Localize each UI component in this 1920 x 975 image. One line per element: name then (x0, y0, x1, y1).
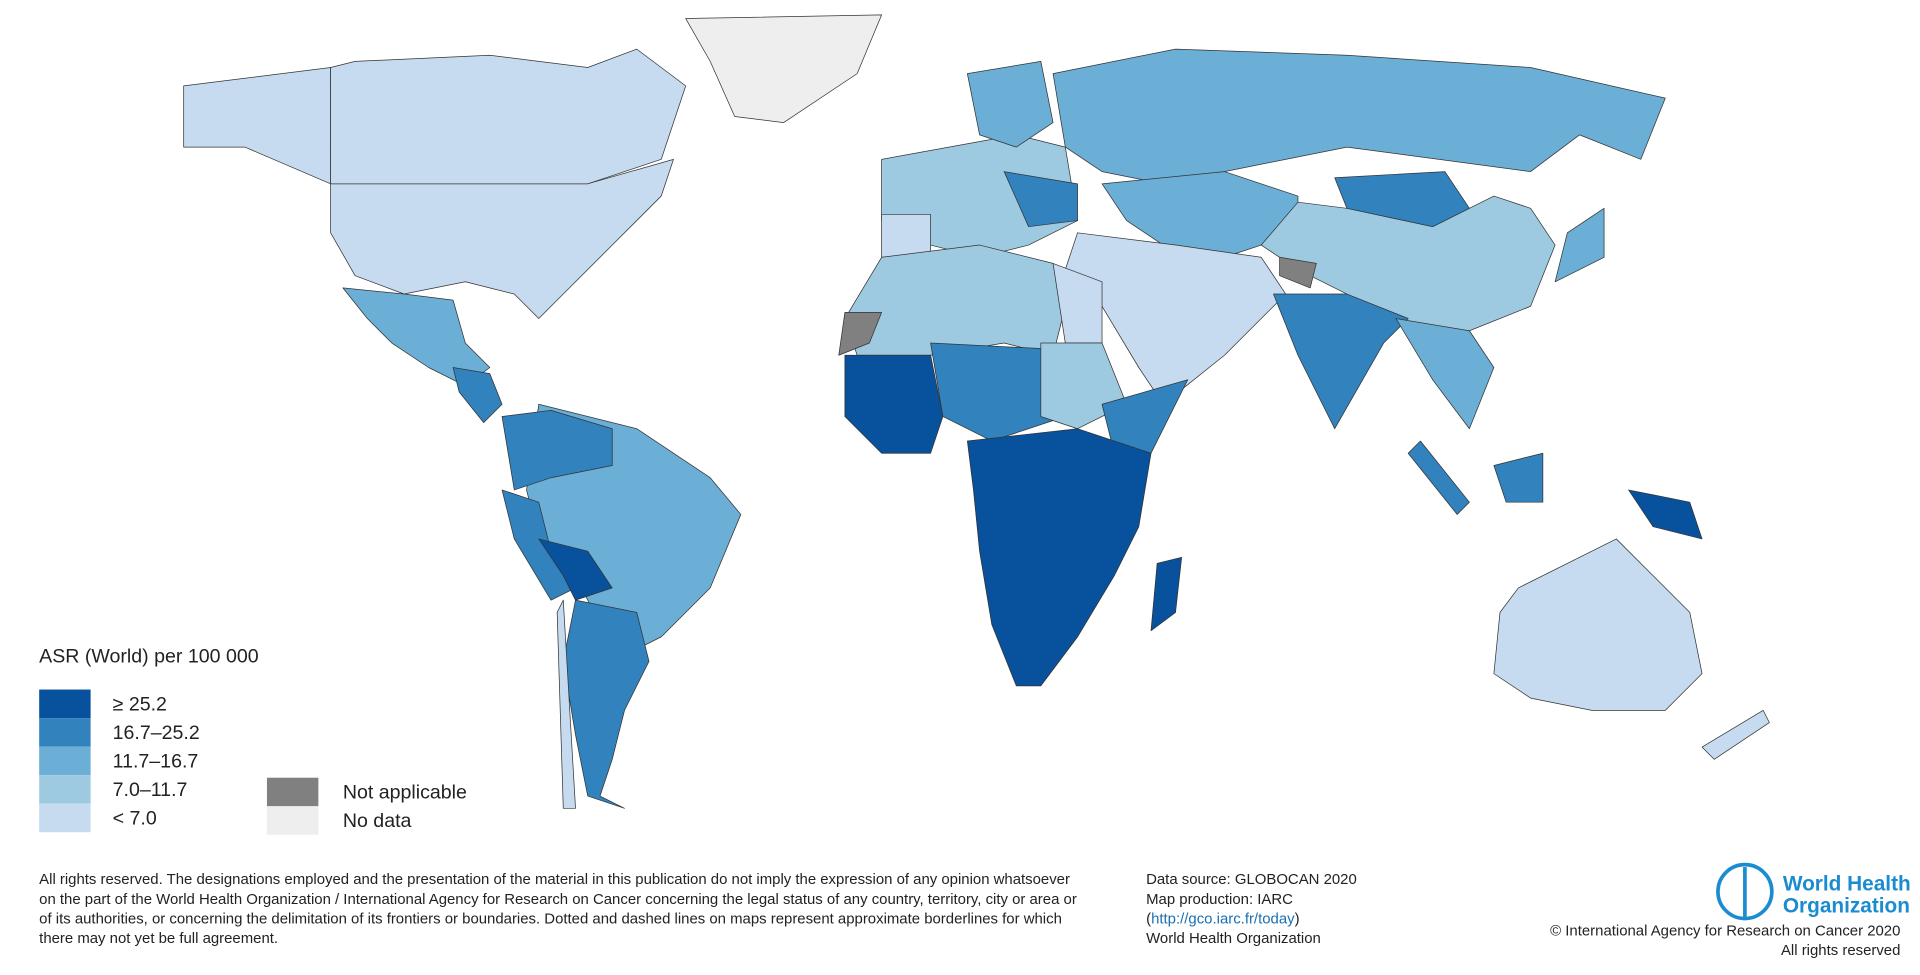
australia (1493, 538, 1703, 711)
usa (330, 158, 674, 319)
new-zealand (1701, 709, 1770, 760)
madagascar (1150, 556, 1182, 632)
north-africa (844, 244, 1066, 356)
colombia-venezuela (501, 409, 613, 491)
legend-swatch (266, 777, 319, 807)
copyright: All rights reserved (1781, 942, 1900, 959)
kashmir (1279, 256, 1317, 289)
mongolia (1334, 171, 1470, 228)
alaska (183, 67, 331, 185)
japan (1554, 207, 1605, 283)
legend-swatch (266, 806, 319, 835)
sumatra (1407, 440, 1470, 515)
legend-swatch (39, 803, 91, 833)
borneo (1493, 452, 1544, 503)
data-source: Data source: GLOBOCAN 2020 (1146, 871, 1357, 888)
west-africa (844, 354, 944, 454)
legend-label: < 7.0 (113, 807, 157, 829)
central-america (452, 367, 503, 423)
bracket: ( (1146, 910, 1151, 927)
legend-swatch (39, 746, 91, 776)
india (1273, 293, 1409, 430)
southern-africa (966, 428, 1152, 687)
sahel (930, 342, 1066, 442)
disclaimer: All rights reserved. The designations em… (39, 871, 1070, 888)
disclaimer: of its authorities, or concerning the de… (39, 910, 1062, 927)
legend-swatch (39, 775, 91, 804)
eastern-europe (1003, 171, 1078, 228)
legend-label: 16.7–25.2 (113, 722, 200, 744)
legend-title: ASR (World) per 100 000 (39, 646, 259, 668)
western-sahara (838, 312, 882, 356)
legend-swatch (39, 718, 91, 747)
legend-label: 11.7–16.7 (113, 750, 199, 772)
data-source: Map production: IARC (1146, 891, 1293, 908)
legend-label: No data (343, 810, 412, 832)
copyright: © International Agency for Research on C… (1550, 923, 1900, 940)
chile (556, 599, 576, 809)
disclaimer: there may not yet be full agreement. (39, 930, 278, 947)
world-map (183, 14, 1770, 809)
legend-swatch (39, 689, 91, 719)
disclaimer: on the part of the World Health Organiza… (39, 891, 1077, 908)
argentina (562, 599, 650, 809)
logo-text: World Health (1783, 872, 1911, 895)
footer: World Health Organization © Internationa… (39, 862, 1911, 959)
legend-label: Not applicable (343, 782, 467, 804)
bracket: ) (1295, 910, 1300, 927)
source-link[interactable]: http://gco.iarc.fr/today (1151, 910, 1295, 927)
scandinavia (966, 61, 1054, 148)
source-org: World Health Organization (1146, 930, 1321, 947)
iberia (881, 214, 931, 258)
southeast-asia (1395, 318, 1495, 430)
greenland (685, 14, 882, 123)
bolivia (538, 538, 613, 601)
source-link-line: (http://gco.iarc.fr/today) (1146, 910, 1299, 927)
legend-label: 7.0–11.7 (113, 779, 188, 801)
legend: ASR (World) per 100 000 ≥ 25.2 16.7–25.2 1… (39, 646, 467, 835)
russia (1052, 48, 1666, 185)
papua-new-guinea (1628, 489, 1703, 540)
legend-label: ≥ 25.2 (113, 693, 167, 715)
logo-text: Organization (1783, 894, 1910, 917)
